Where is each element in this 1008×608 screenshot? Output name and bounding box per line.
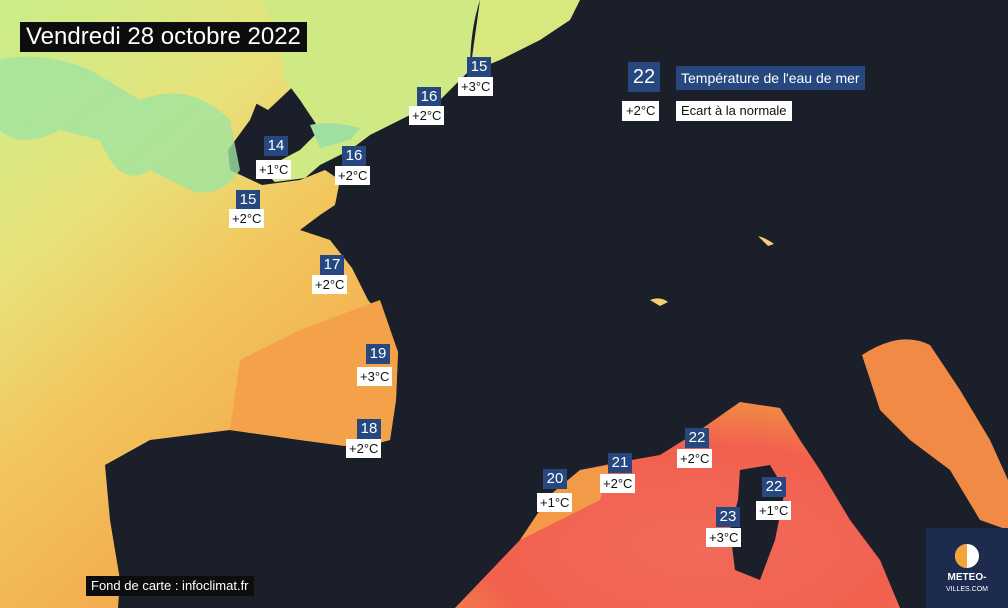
map-title: Vendredi 28 octobre 2022	[20, 22, 307, 52]
legend-deviation-sample: +2°C	[622, 101, 660, 121]
legend-temperature-label: Température de l'eau de mer	[676, 66, 865, 90]
station-deviation: +1°C	[756, 501, 792, 520]
station-temperature: 16	[342, 146, 366, 166]
station-deviation: +1°C	[256, 160, 292, 179]
station-temperature: 17	[320, 255, 344, 275]
bay-of-biscay	[230, 300, 398, 448]
station-temperature: 20	[543, 469, 567, 489]
station-deviation: +3°C	[706, 528, 742, 547]
station-temperature: 23	[716, 507, 740, 527]
north-sea	[470, 0, 580, 72]
station-temperature: 22	[685, 428, 709, 448]
atlantic-ocean	[0, 0, 398, 608]
station-deviation: +3°C	[357, 367, 393, 386]
half-moon-icon	[955, 544, 979, 568]
legend-deviation-label: Ecart à la normale	[676, 101, 792, 121]
logo-subtext: VILLES.COM	[945, 586, 988, 593]
station-deviation: +2°C	[409, 106, 445, 125]
station-temperature: 22	[762, 477, 786, 497]
logo-text: METEO-	[947, 572, 987, 583]
map-credit: Fond de carte : infoclimat.fr	[86, 576, 254, 596]
station-temperature: 16	[417, 87, 441, 107]
cool-water-patch	[0, 56, 240, 193]
mediterranean-sea	[455, 402, 900, 608]
station-deviation: +2°C	[600, 474, 636, 493]
station-deviation: +2°C	[229, 209, 265, 228]
meteo-villes-logo: METEO- VILLES.COM	[926, 528, 1008, 608]
adriatic-sea	[862, 339, 1008, 530]
station-deviation: +2°C	[312, 275, 348, 294]
station-deviation: +2°C	[346, 439, 382, 458]
station-temperature: 14	[264, 136, 288, 156]
station-deviation: +1°C	[537, 493, 573, 512]
lake-geneva	[650, 298, 668, 306]
channel-cool-patch	[310, 123, 360, 148]
station-deviation: +2°C	[335, 166, 371, 185]
legend-temperature-sample: 22	[628, 62, 660, 92]
station-temperature: 15	[236, 190, 260, 210]
station-deviation: +3°C	[458, 77, 494, 96]
station-temperature: 18	[357, 419, 381, 439]
station-deviation: +2°C	[677, 449, 713, 468]
station-temperature: 15	[467, 57, 491, 77]
station-temperature: 21	[608, 453, 632, 473]
station-temperature: 19	[366, 344, 390, 364]
lake-constance	[758, 236, 774, 246]
